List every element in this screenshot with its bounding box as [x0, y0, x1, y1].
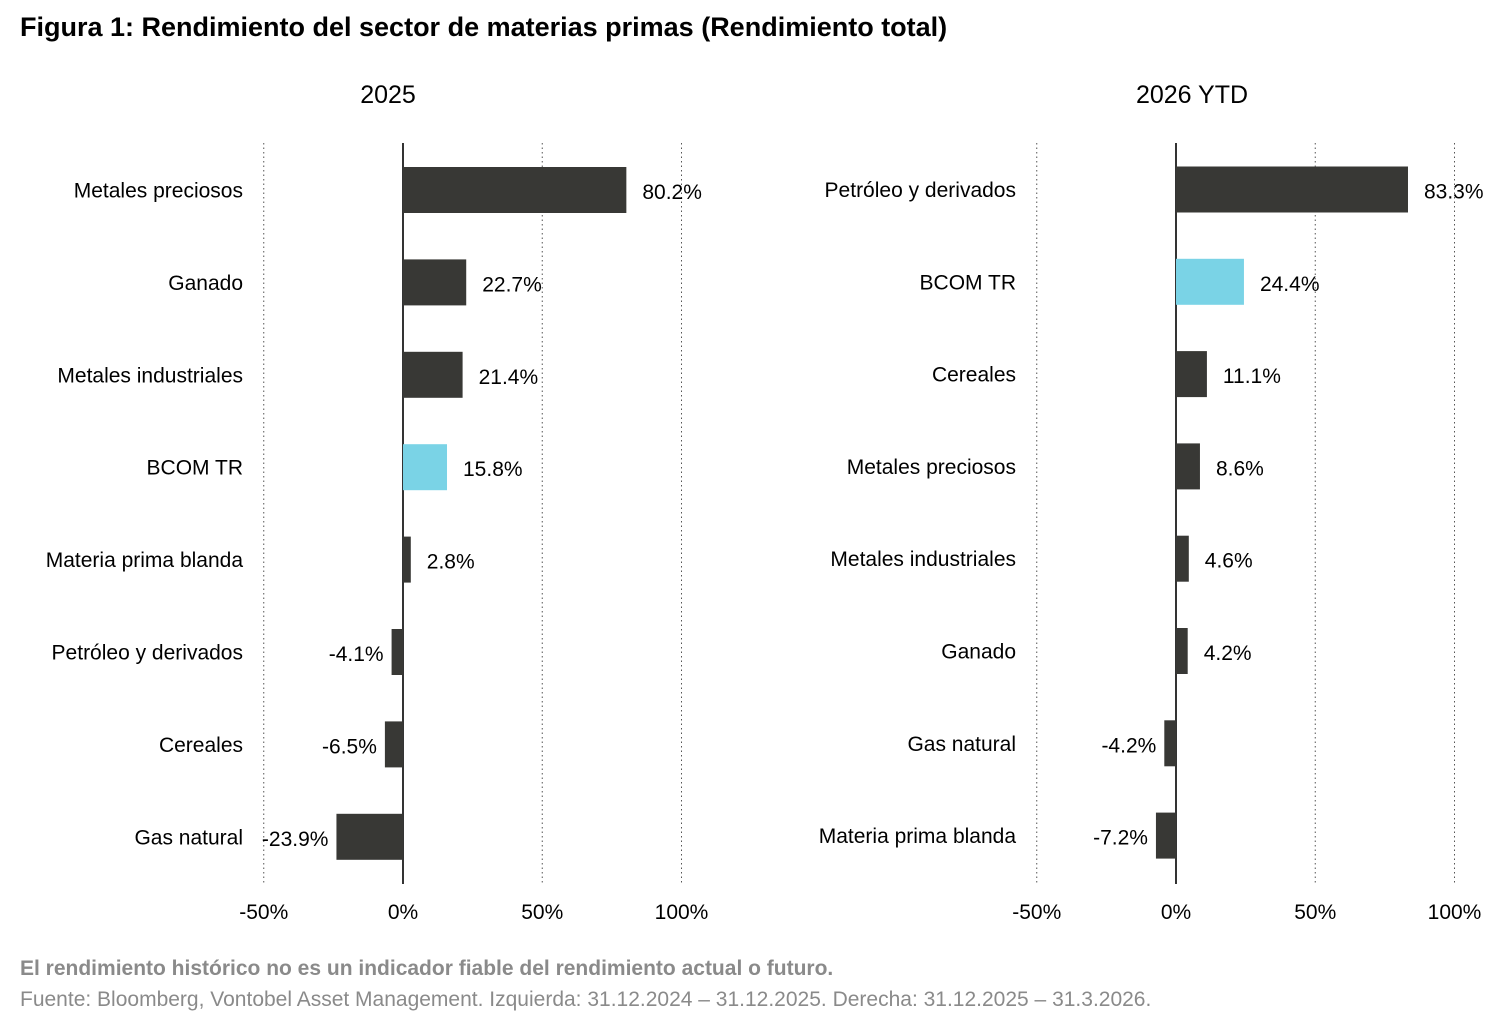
value-label: 4.6%: [1205, 550, 1253, 573]
chart-title: 2025: [360, 81, 416, 109]
value-label: -6.5%: [322, 735, 377, 758]
bar: [1176, 535, 1189, 582]
category-label: Ganado: [941, 641, 1016, 664]
category-label: Metales preciosos: [847, 456, 1016, 479]
bar: [391, 629, 403, 675]
value-label: 24.4%: [1260, 273, 1320, 296]
source-note: Fuente: Bloomberg, Vontobel Asset Manage…: [20, 988, 1152, 1011]
value-label: 83.3%: [1424, 181, 1484, 204]
x-tick-label: 0%: [388, 901, 418, 924]
category-label: BCOM TR: [147, 457, 243, 480]
bar: [1176, 258, 1244, 305]
disclaimer-note: El rendimiento histórico no es un indica…: [20, 957, 834, 980]
x-tick-label: 50%: [521, 901, 563, 924]
bar: [403, 167, 627, 213]
bar: [403, 259, 467, 306]
x-tick-label: 100%: [655, 901, 709, 924]
category-label: Cereales: [932, 364, 1016, 387]
category-label: Gas natural: [134, 826, 243, 849]
category-label: Petróleo y derivados: [825, 179, 1016, 202]
bar: [1155, 812, 1176, 859]
value-label: -23.9%: [262, 828, 329, 851]
value-label: 4.2%: [1204, 642, 1252, 665]
chart-title: 2026 YTD: [1136, 81, 1248, 109]
bar: [1176, 351, 1207, 398]
figure-title: Figura 1: Rendimiento del sector de mate…: [20, 12, 948, 42]
category-label: Metales preciosos: [74, 180, 243, 203]
category-label: Metales industriales: [57, 364, 243, 387]
category-label: Gas natural: [907, 733, 1016, 756]
category-label: Petróleo y derivados: [52, 642, 243, 665]
bar: [1164, 720, 1176, 767]
category-label: Metales industriales: [830, 548, 1016, 571]
bar-charts: 2025 -50% 0% 50% 100% Metales preciosos 80.2% G…: [46, 81, 1484, 924]
bar: [403, 536, 411, 583]
bar: [1176, 166, 1408, 213]
value-label: 11.1%: [1223, 365, 1281, 388]
category-label: Materia prima blanda: [46, 549, 244, 572]
value-label: 8.6%: [1216, 457, 1264, 480]
value-label: 2.8%: [427, 551, 475, 574]
value-label: -4.2%: [1101, 734, 1156, 757]
x-tick-label: 0%: [1161, 901, 1191, 924]
bar: [403, 444, 448, 491]
x-tick-label: -50%: [1012, 901, 1061, 924]
bar: [384, 721, 403, 768]
x-tick-label: 50%: [1294, 901, 1336, 924]
bar: [1176, 628, 1188, 674]
category-label: Materia prima blanda: [819, 825, 1017, 848]
value-label: -4.1%: [329, 643, 384, 666]
category-label: Ganado: [168, 272, 243, 295]
value-label: 21.4%: [479, 366, 539, 389]
bar: [1176, 443, 1200, 490]
chart-0: 2025 -50% 0% 50% 100% Metales preciosos 80.2% G…: [46, 81, 709, 924]
chart-1: 2026 YTD -50% 0% 50% 100% Petróleo y derivado…: [819, 81, 1484, 924]
category-label: BCOM TR: [920, 271, 1016, 294]
bar: [336, 813, 403, 860]
value-label: 22.7%: [482, 273, 542, 296]
category-label: Cereales: [159, 734, 243, 757]
x-tick-label: -50%: [239, 901, 288, 924]
value-label: 15.8%: [463, 458, 523, 481]
x-tick-label: 100%: [1428, 901, 1482, 924]
value-label: -7.2%: [1093, 827, 1148, 850]
value-label: 80.2%: [642, 181, 702, 204]
bar: [403, 351, 463, 398]
